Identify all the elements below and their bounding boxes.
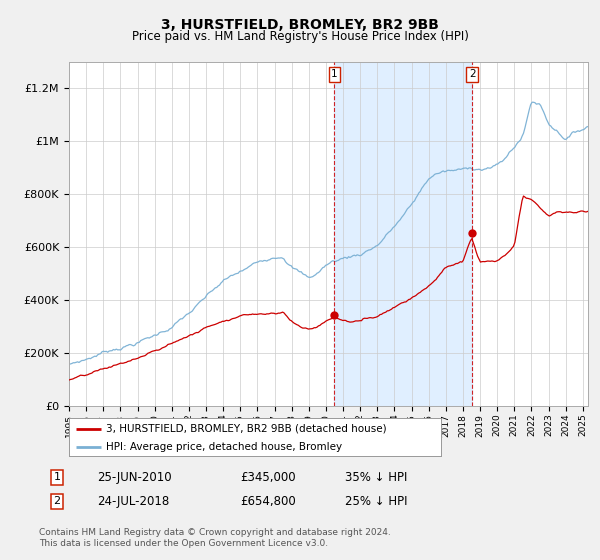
Text: 2: 2 bbox=[53, 496, 61, 506]
Text: £345,000: £345,000 bbox=[240, 470, 296, 484]
Text: Contains HM Land Registry data © Crown copyright and database right 2024.
This d: Contains HM Land Registry data © Crown c… bbox=[39, 528, 391, 548]
Text: 35% ↓ HPI: 35% ↓ HPI bbox=[345, 470, 407, 484]
Text: 3, HURSTFIELD, BROMLEY, BR2 9BB: 3, HURSTFIELD, BROMLEY, BR2 9BB bbox=[161, 18, 439, 32]
Text: 25-JUN-2010: 25-JUN-2010 bbox=[97, 470, 172, 484]
Bar bbox=[334, 62, 472, 406]
Text: HPI: Average price, detached house, Bromley: HPI: Average price, detached house, Brom… bbox=[106, 442, 343, 452]
Text: 24-JUL-2018: 24-JUL-2018 bbox=[97, 494, 169, 508]
Text: 2: 2 bbox=[469, 69, 476, 79]
Text: 25% ↓ HPI: 25% ↓ HPI bbox=[345, 494, 407, 508]
Text: Price paid vs. HM Land Registry's House Price Index (HPI): Price paid vs. HM Land Registry's House … bbox=[131, 30, 469, 43]
Text: 3, HURSTFIELD, BROMLEY, BR2 9BB (detached house): 3, HURSTFIELD, BROMLEY, BR2 9BB (detache… bbox=[106, 423, 387, 433]
Text: 1: 1 bbox=[53, 472, 61, 482]
Text: 1: 1 bbox=[331, 69, 338, 79]
Text: £654,800: £654,800 bbox=[240, 494, 296, 508]
